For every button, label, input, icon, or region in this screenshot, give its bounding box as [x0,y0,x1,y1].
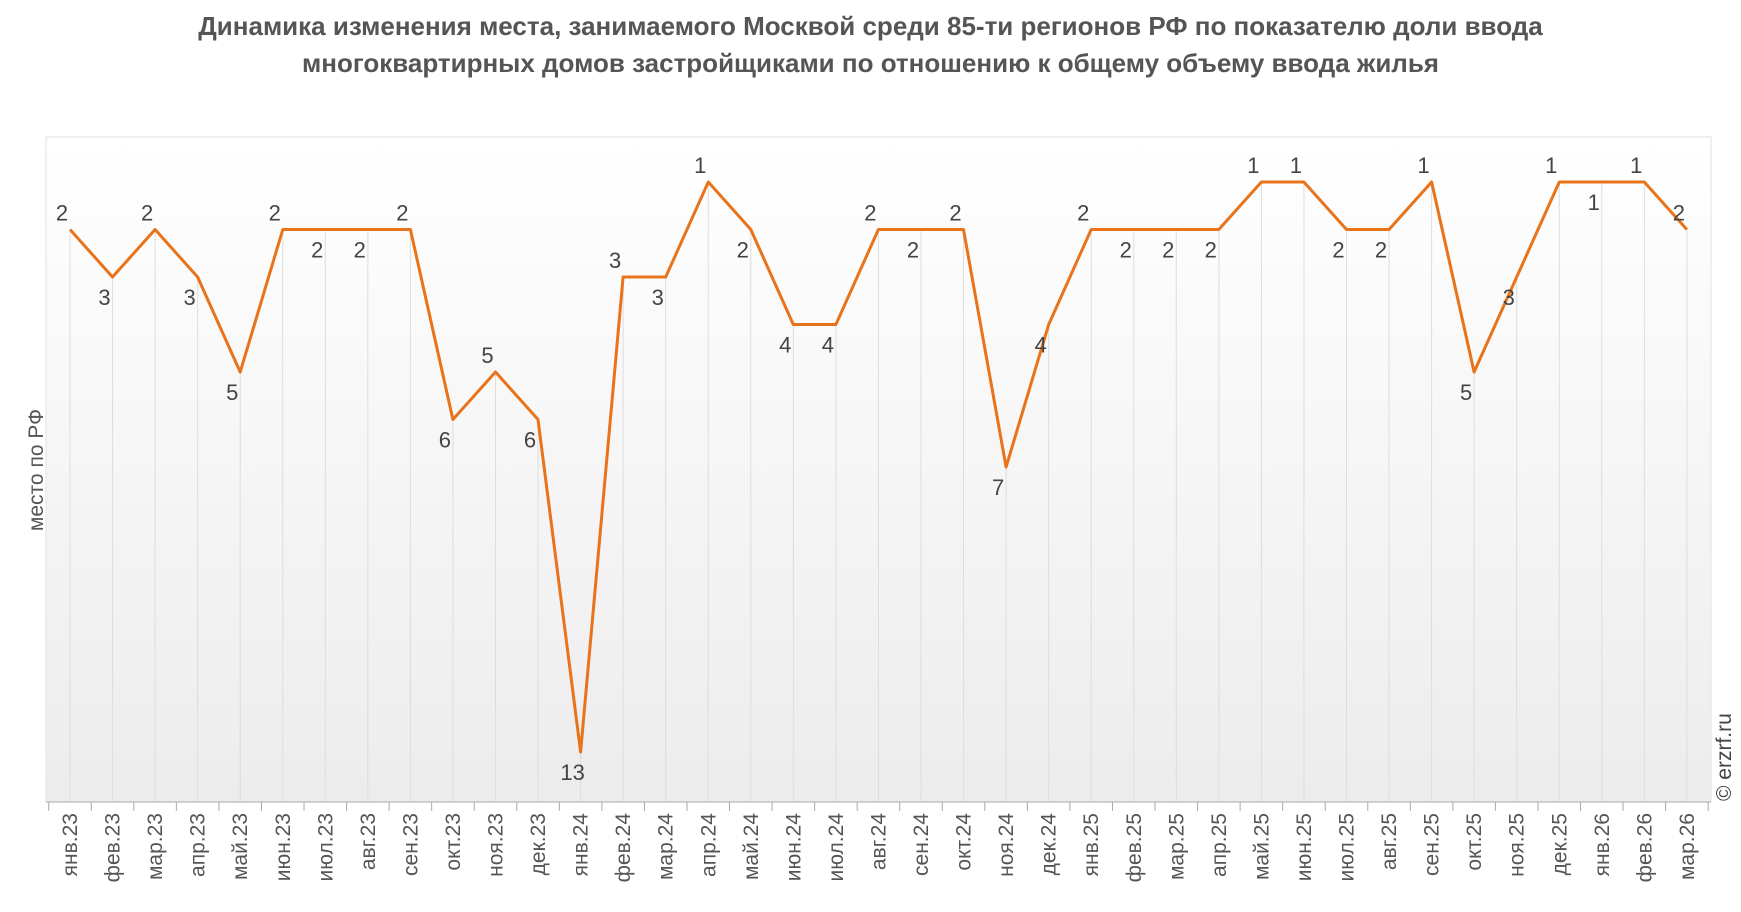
data-label: 1 [1417,153,1429,178]
data-label: 6 [439,428,451,453]
data-label: 3 [183,285,195,310]
data-label: 1 [694,153,706,178]
data-label: 3 [652,285,664,310]
data-label: 2 [1162,238,1174,263]
series-line [68,180,1689,754]
data-label: 3 [1503,285,1515,310]
data-label: 5 [481,343,493,368]
x-axis-ticks [48,802,1709,811]
x-tick-label: май.23 [229,813,252,880]
data-label: 3 [609,248,621,273]
data-label: 5 [226,380,238,405]
data-label: 2 [311,238,323,263]
x-tick-label: фев.25 [1123,813,1146,882]
data-label: 5 [1460,380,1472,405]
data-label: 2 [1332,238,1344,263]
x-tick-label: апр.24 [697,813,720,877]
x-tick-label: авг.23 [357,813,380,870]
data-label: 1 [1290,153,1302,178]
gridlines [69,182,1688,802]
x-tick-label: мар.26 [1676,813,1699,880]
watermark: © erzrf.ru [1713,713,1736,801]
x-tick-label: апр.23 [187,813,210,877]
data-label: 1 [1588,190,1600,215]
data-label: 2 [907,238,919,263]
data-label: 1 [1247,153,1259,178]
x-tick-label: дек.24 [1038,813,1061,876]
x-axis-labels: янв.23 фев.23 мар.23 апр.23 май.23 июн.23 июл.… [59,813,1699,883]
x-tick-label: янв.24 [570,813,593,877]
x-tick-label: окт.24 [953,813,976,871]
x-tick-label: ноя.23 [485,813,508,877]
data-label: 2 [1120,238,1132,263]
data-label: 2 [56,201,68,226]
data-label: 2 [949,201,961,226]
data-labels: 2 3 2 3 5 2 2 2 2 6 5 6 13 3 3 1 2 4 4 2 2 2 7 4 2 2 2 2 1 1 2 2 1 5 3 1 1 1 2 [56,153,1685,785]
x-tick-label: фев.24 [612,813,635,883]
x-tick-label: ноя.24 [995,813,1018,877]
x-tick-label: сен.24 [910,813,933,876]
x-tick-label: окт.25 [1463,813,1486,871]
data-label: 2 [354,238,366,263]
data-label: 13 [560,760,584,785]
x-tick-label: мар.24 [655,813,678,880]
data-label: 2 [1673,201,1685,226]
x-tick-label: дек.25 [1548,813,1571,875]
x-tick-label: июл.25 [1336,813,1359,881]
x-tick-label: янв.26 [1591,813,1614,876]
data-label: 2 [1205,238,1217,263]
x-tick-label: сен.25 [1421,813,1444,876]
x-tick-label: янв.23 [59,813,82,876]
data-label: 6 [524,428,536,453]
data-label: 4 [779,333,791,358]
x-tick-label: май.24 [740,813,763,880]
y-axis-label: место по РФ [25,409,48,531]
x-tick-label: авг.25 [1378,813,1401,870]
chart-title: Динамика изменения места, занимаемого Мо… [198,11,1543,78]
x-tick-label: июн.24 [782,813,805,882]
x-tick-label: июл.24 [825,813,848,882]
x-tick-label: май.25 [1250,813,1273,880]
data-label: 2 [269,201,281,226]
x-tick-label: ноя.25 [1506,813,1529,877]
data-label: 2 [141,201,153,226]
x-tick-label: окт.23 [442,813,465,871]
x-tick-label: июл.23 [314,813,337,881]
data-label: 2 [1077,201,1089,226]
data-label: 1 [1630,153,1642,178]
x-tick-label: мар.25 [1165,813,1188,880]
data-label: 7 [992,475,1004,500]
data-label: 4 [1035,333,1047,358]
x-tick-label: сен.23 [399,813,422,876]
x-tick-label: апр.25 [1208,813,1231,877]
data-label: 2 [737,238,749,263]
x-tick-label: июн.23 [272,813,295,881]
x-tick-label: фев.23 [102,813,125,882]
data-label: 1 [1545,153,1557,178]
x-tick-label: мар.23 [144,813,167,880]
data-label: 4 [822,333,834,358]
x-tick-label: дек.23 [527,813,550,875]
x-tick-label: фев.26 [1633,813,1656,882]
data-label: 3 [98,285,110,310]
data-label: 2 [864,201,876,226]
x-tick-label: авг.24 [867,813,890,870]
data-label: 2 [396,201,408,226]
x-tick-label: янв.25 [1080,813,1103,876]
data-label: 2 [1375,238,1387,263]
x-tick-label: июн.25 [1293,813,1316,881]
